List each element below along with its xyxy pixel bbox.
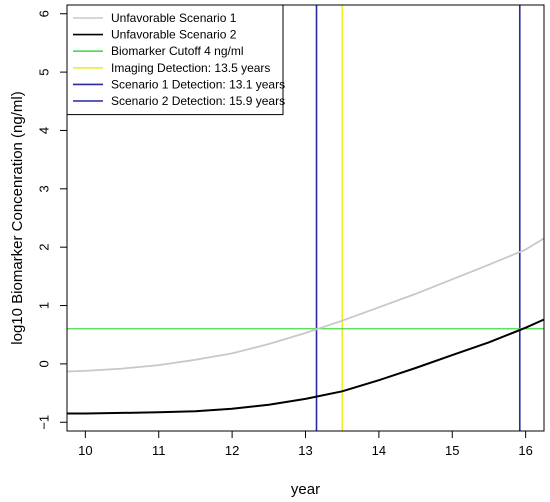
legend-box — [66, 4, 284, 116]
y-tick-label: −1 — [36, 415, 51, 430]
y-tick-label: 2 — [36, 244, 51, 251]
legend-label: Scenario 1 Detection: 13.1 years — [111, 77, 285, 91]
legend-label: Unfavorable Scenario 1 — [111, 11, 237, 25]
y-tick-label: 6 — [36, 10, 51, 17]
x-axis-label: year — [291, 481, 320, 498]
x-tick-label: 14 — [372, 443, 386, 458]
legend-label: Imaging Detection: 13.5 years — [111, 61, 270, 75]
series-lines — [66, 237, 545, 415]
series-line-unfavorable-scenario-1 — [66, 237, 545, 373]
legend-label: Biomarker Cutoff 4 ng/ml — [111, 44, 244, 58]
y-tick-label: 5 — [36, 68, 51, 75]
y-tick-label: 4 — [36, 127, 51, 134]
x-tick-label: 15 — [445, 443, 459, 458]
y-tick-label: 1 — [36, 302, 51, 309]
vertical-reference-lines — [315, 5, 521, 431]
series-line-unfavorable-scenario-2 — [67, 318, 545, 415]
legend-label: Unfavorable Scenario 2 — [111, 28, 237, 42]
legend-label: Scenario 2 Detection: 15.9 years — [111, 94, 285, 108]
x-tick-label: 12 — [225, 443, 239, 458]
x-tick-label: 16 — [518, 443, 532, 458]
y-tick-label: 3 — [36, 185, 51, 192]
x-tick-label: 13 — [298, 443, 312, 458]
y-axis: −1 0 1 2 3 4 5 6 — [36, 10, 67, 430]
y-axis-label: log10 Biomarker Concenration (ng/ml) — [9, 91, 26, 344]
y-tick-label: 0 — [36, 360, 51, 367]
legend: Unfavorable Scenario 1 Unfavorable Scenar… — [66, 4, 285, 116]
x-tick-label: 11 — [152, 443, 166, 458]
x-tick-label: 10 — [78, 443, 92, 458]
x-axis: 10 11 12 13 14 15 16 — [78, 431, 533, 458]
